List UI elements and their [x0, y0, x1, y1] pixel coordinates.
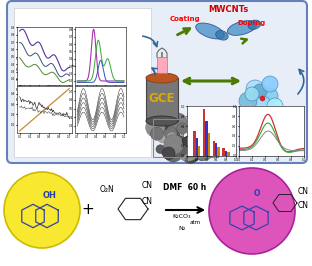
- Circle shape: [203, 135, 213, 144]
- Circle shape: [147, 111, 171, 135]
- Text: Reaction (IV): Reaction (IV): [16, 98, 41, 102]
- Circle shape: [202, 140, 217, 155]
- Circle shape: [163, 147, 175, 160]
- Bar: [208, 134, 210, 156]
- Text: O: O: [254, 189, 260, 198]
- Circle shape: [168, 136, 189, 157]
- Bar: [215, 143, 217, 156]
- Text: DMF  60 h: DMF 60 h: [163, 183, 207, 192]
- FancyBboxPatch shape: [14, 8, 151, 157]
- Circle shape: [239, 92, 257, 110]
- Text: K₂CO₃: K₂CO₃: [173, 214, 191, 219]
- Bar: [198, 146, 201, 156]
- Circle shape: [166, 130, 181, 145]
- FancyBboxPatch shape: [157, 57, 167, 73]
- Circle shape: [182, 137, 191, 145]
- Bar: [227, 152, 230, 156]
- Circle shape: [146, 118, 165, 137]
- Circle shape: [158, 134, 167, 143]
- Circle shape: [164, 135, 183, 155]
- Circle shape: [267, 98, 283, 114]
- FancyBboxPatch shape: [7, 1, 307, 163]
- Circle shape: [253, 84, 267, 98]
- Circle shape: [252, 96, 272, 116]
- Circle shape: [202, 116, 220, 134]
- Circle shape: [150, 127, 163, 140]
- Circle shape: [177, 123, 188, 134]
- Text: Reaction (III): Reaction (III): [16, 88, 41, 92]
- Circle shape: [160, 146, 169, 155]
- Circle shape: [202, 119, 220, 137]
- Circle shape: [191, 126, 211, 147]
- Text: $\alpha$-AP oxidation at electrode: $\alpha$-AP oxidation at electrode: [16, 103, 68, 110]
- Bar: [205, 121, 208, 156]
- Text: Coating: Coating: [170, 16, 200, 22]
- Circle shape: [187, 127, 195, 135]
- Text: Reaction (II): Reaction (II): [16, 78, 40, 82]
- Text: +: +: [82, 202, 94, 218]
- Text: Phthalonitrile + K$_2$CO$_3$: Phthalonitrile + K$_2$CO$_3$: [16, 83, 59, 91]
- Text: CN: CN: [298, 186, 309, 196]
- Circle shape: [200, 127, 213, 141]
- Text: Comparison of redox states: Comparison of redox states: [16, 57, 73, 61]
- Text: atm: atm: [190, 220, 201, 225]
- Text: CN: CN: [142, 181, 153, 190]
- Ellipse shape: [146, 116, 178, 126]
- Bar: [217, 147, 220, 156]
- Text: N₂: N₂: [178, 226, 186, 231]
- Text: CN: CN: [142, 197, 153, 206]
- Circle shape: [168, 113, 187, 132]
- Bar: [222, 148, 225, 156]
- Circle shape: [164, 126, 177, 139]
- Circle shape: [182, 146, 199, 163]
- Circle shape: [246, 80, 264, 98]
- Ellipse shape: [146, 73, 178, 83]
- Circle shape: [185, 145, 198, 157]
- Text: GCE: GCE: [149, 93, 175, 106]
- Circle shape: [199, 143, 210, 154]
- Circle shape: [192, 138, 214, 161]
- Text: OH: OH: [43, 192, 57, 201]
- Bar: [203, 109, 205, 156]
- Bar: [196, 138, 198, 156]
- Ellipse shape: [216, 31, 228, 40]
- Text: CN: CN: [298, 202, 309, 210]
- Circle shape: [176, 138, 200, 161]
- Circle shape: [209, 168, 295, 254]
- Circle shape: [194, 147, 208, 160]
- Text: $\alpha$-NpOH $\rightarrow$ $\alpha$-NpO$^-$: $\alpha$-NpOH $\rightarrow$ $\alpha$-NpO…: [16, 73, 54, 81]
- Circle shape: [245, 87, 259, 101]
- Text: Co(II)Pc + MWCNTs coating: Co(II)Pc + MWCNTs coating: [16, 93, 66, 97]
- Text: Doping: Doping: [238, 20, 266, 26]
- Bar: [225, 151, 227, 156]
- Circle shape: [262, 88, 278, 104]
- Circle shape: [4, 172, 80, 248]
- Ellipse shape: [196, 23, 224, 39]
- Bar: [212, 141, 215, 156]
- Text: O₂N: O₂N: [100, 185, 115, 194]
- Text: (I)  $\alpha$-naphthalene + phthalonitrile: (I) $\alpha$-naphthalene + phthalonitril…: [16, 62, 80, 70]
- Ellipse shape: [248, 20, 261, 30]
- Circle shape: [262, 76, 278, 92]
- Ellipse shape: [227, 21, 256, 35]
- Circle shape: [164, 143, 183, 162]
- FancyBboxPatch shape: [146, 78, 178, 121]
- Circle shape: [167, 132, 177, 142]
- Text: Reaction (I): Reaction (I): [16, 68, 38, 72]
- Circle shape: [149, 111, 170, 132]
- Circle shape: [156, 145, 165, 153]
- Text: MWCNTs: MWCNTs: [208, 6, 248, 15]
- Bar: [193, 131, 196, 156]
